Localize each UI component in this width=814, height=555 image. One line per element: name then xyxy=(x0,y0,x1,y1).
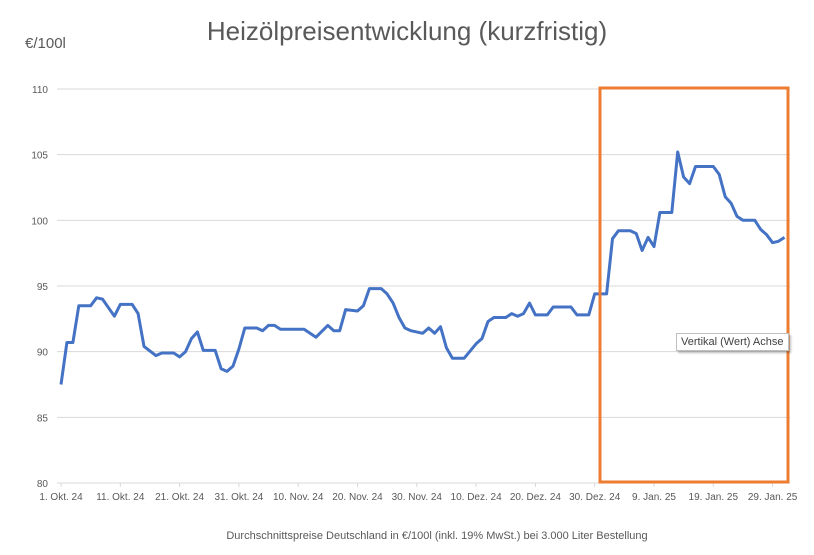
y-tick-label: 105 xyxy=(31,151,48,162)
x-tick-label: 30. Dez. 24 xyxy=(569,492,621,503)
x-tick-label: 9. Jan. 25 xyxy=(632,492,676,503)
x-axis-label: Durchschnittspreise Deutschland in €/100… xyxy=(226,530,648,542)
x-tick-label: 31. Okt. 24 xyxy=(214,492,263,503)
y-tick-label: 100 xyxy=(31,216,48,227)
chart-title: Heizölpreisentwicklung (kurzfristig) xyxy=(206,16,608,46)
x-tick-label: 19. Jan. 25 xyxy=(689,492,739,503)
x-tick-label: 1. Okt. 24 xyxy=(39,492,83,503)
x-tick-label: 20. Dez. 24 xyxy=(510,492,562,503)
x-tick-label: 10. Dez. 24 xyxy=(451,492,503,503)
y-tick-label: 95 xyxy=(37,282,49,293)
x-tick-label: 21. Okt. 24 xyxy=(155,492,204,503)
y-tick-label: 80 xyxy=(37,479,49,490)
y-tick-label: 85 xyxy=(37,413,49,424)
x-tick-label: 11. Okt. 24 xyxy=(96,492,145,503)
x-tick-label: 10. Nov. 24 xyxy=(273,492,324,503)
highlight-box xyxy=(598,86,790,484)
x-tick-label: 29. Jan. 25 xyxy=(748,492,798,503)
y-tick-label: 90 xyxy=(37,348,49,359)
y-tick-label: 110 xyxy=(32,85,48,96)
y-axis-label: €/100l xyxy=(25,35,66,52)
x-tick-label: 20. Nov. 24 xyxy=(332,492,383,503)
x-tick-label: 30. Nov. 24 xyxy=(392,492,443,503)
axis-tooltip: Vertikal (Wert) Achse xyxy=(676,333,789,351)
